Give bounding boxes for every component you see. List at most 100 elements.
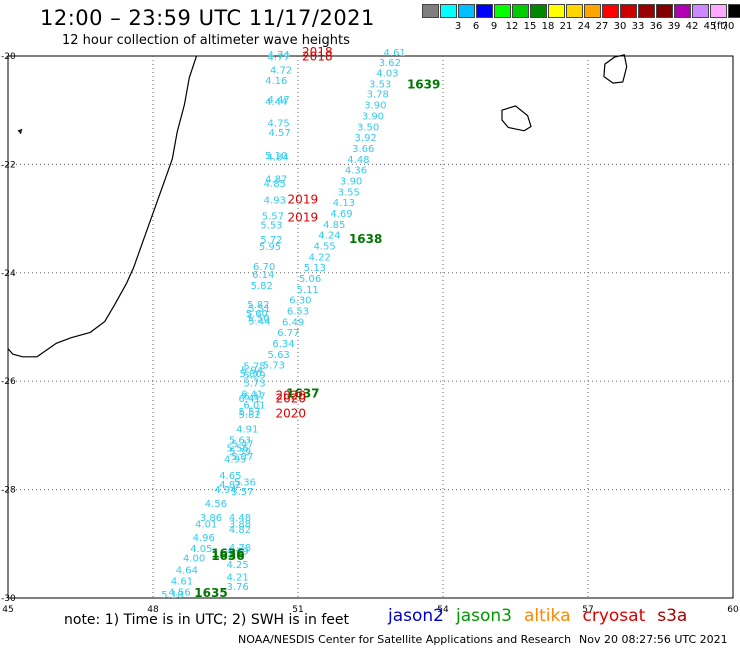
swh-reading: 5.50 xyxy=(247,314,269,325)
color-scale-tick-label: 39 xyxy=(667,21,681,32)
lat-tick-label: -24 xyxy=(1,269,16,279)
color-swatch xyxy=(710,4,727,18)
swh-reading: 3.86 xyxy=(200,513,222,524)
swh-reading: 6.41 xyxy=(239,394,261,405)
swh-reading: 5.51 xyxy=(248,304,270,315)
swh-reading: 6.30 xyxy=(289,296,311,307)
satellite-legend-item: s3a xyxy=(657,606,688,626)
swh-reading: 4.64 xyxy=(176,566,198,577)
madagascar-coastline xyxy=(7,55,198,358)
swh-reading: 5.10 xyxy=(265,151,287,162)
color-scale-tick-label: 12 xyxy=(505,21,519,32)
color-swatch xyxy=(692,4,709,18)
swh-reading: 5.57 xyxy=(262,212,284,223)
swh-reading: 4.00 xyxy=(183,554,205,565)
footer-credit: NOAA/NESDIS Center for Satellite Applica… xyxy=(238,633,572,646)
swh-reading: 4.77 xyxy=(268,52,290,63)
lat-tick-label: -26 xyxy=(1,377,16,387)
swh-reading: 5.44 xyxy=(248,316,270,327)
swh-reading: 4.94 xyxy=(214,485,236,496)
lon-tick-label: 54 xyxy=(437,605,449,615)
pass-time-label: 1636 xyxy=(211,549,244,563)
satellite-legend: jason2 jason3 altika cryosat s3a xyxy=(388,606,699,626)
color-scale-tick-label: 15 xyxy=(523,21,537,32)
color-swatch xyxy=(638,4,655,18)
swh-reading: 5.82 xyxy=(251,281,273,292)
swh-reading: 4.78 xyxy=(229,543,251,554)
color-swatch xyxy=(494,4,511,18)
pass-time-label: 2018 xyxy=(302,49,333,63)
color-scale-legend xyxy=(422,4,740,18)
swh-reading: 3.55 xyxy=(338,187,360,198)
color-scale-tick-label: 30 xyxy=(613,21,627,32)
swh-reading: 4.55 xyxy=(313,241,335,252)
color-scale-tick-label: 70 xyxy=(721,21,735,32)
swh-reading: 4.65 xyxy=(219,471,241,482)
lon-tick-label: 60 xyxy=(727,605,739,615)
lat-tick-label: -28 xyxy=(1,486,16,496)
swh-reading: 3.92 xyxy=(355,133,377,144)
swh-reading: 5.73 xyxy=(243,379,265,390)
swh-reading: 4.57 xyxy=(269,128,291,139)
swh-reading: 3.90 xyxy=(362,111,384,122)
color-scale-tick-label: 24 xyxy=(577,21,591,32)
swh-reading: 4.93 xyxy=(264,195,286,206)
pass-time-label: 1637 xyxy=(286,386,319,400)
swh-reading: 3.78 xyxy=(367,90,389,101)
color-scale-tick-label: 21 xyxy=(559,21,573,32)
lat-tick-label: -30 xyxy=(1,594,16,604)
swh-reading: 4.87 xyxy=(265,174,287,185)
swh-reading: 5.72 xyxy=(260,235,282,246)
page-subtitle: 12 hour collection of altimeter wave hei… xyxy=(62,33,350,48)
swh-reading: 4.16 xyxy=(265,76,287,87)
color-swatch xyxy=(458,4,475,18)
color-swatch xyxy=(656,4,673,18)
pass-time-label: 2019 xyxy=(288,192,319,206)
color-swatch xyxy=(440,4,457,18)
swh-reading: 5.56 xyxy=(226,444,248,455)
swh-reading: 5.36 xyxy=(234,477,256,488)
swh-reading: 5.95 xyxy=(259,242,281,253)
swh-reading: 5.53 xyxy=(260,220,282,231)
satellite-legend-item: altika xyxy=(524,606,571,626)
lat-tick-label: -22 xyxy=(1,160,16,170)
pass-time-label: 2018 xyxy=(302,45,333,59)
swh-reading: 4.39 xyxy=(226,547,248,558)
color-scale-labels: 3 6 9 12 15 18 21 24 27 30 33 36 39 42 45 70 xyxy=(422,21,740,33)
footer-timestamp: Nov 20 08:27:56 UTC 2021 xyxy=(579,633,728,646)
swh-reading: 4.74 xyxy=(268,50,290,61)
pass-time-label: 1636 xyxy=(211,546,244,560)
swh-reading: 4.48 xyxy=(229,513,251,524)
lon-tick-label: 48 xyxy=(147,605,159,615)
swh-reading: 4.84 xyxy=(267,153,289,164)
swh-reading: 4.96 xyxy=(193,533,215,544)
lon-tick-label: 51 xyxy=(292,605,303,615)
swh-reading: 6.70 xyxy=(253,262,275,273)
color-scale-tick-label: 6 xyxy=(472,21,480,32)
pass-time-label: 2020 xyxy=(275,407,306,421)
pass-time-label: 2019 xyxy=(288,210,319,224)
lon-tick-label: 57 xyxy=(582,605,593,615)
color-scale-tick-label: 3 xyxy=(454,21,462,32)
color-scale-tick-label: 36 xyxy=(649,21,663,32)
swh-reading: 4.22 xyxy=(309,252,331,263)
pass-time-label: 2020 xyxy=(275,389,306,403)
swh-reading: 3.76 xyxy=(226,582,248,593)
swh-reading: 6.41 xyxy=(241,389,263,400)
swh-reading: 4.01 xyxy=(195,520,217,531)
swh-reading: 5.39 xyxy=(229,447,251,458)
satellite-legend-item: cryosat xyxy=(582,606,646,626)
color-scale-tick-label: 18 xyxy=(541,21,555,32)
islet-coastline xyxy=(17,128,23,135)
swh-reading: 5.29 xyxy=(243,370,265,381)
color-scale-tick-label: 9 xyxy=(490,21,498,32)
reunion-coastline xyxy=(501,105,532,132)
swh-reading: 5.82 xyxy=(247,300,269,311)
swh-reading: 5.60 xyxy=(246,309,268,320)
swh-reading: 4.56 xyxy=(205,499,227,510)
color-swatch xyxy=(512,4,529,18)
swh-reading: 4.61 xyxy=(171,576,193,587)
swh-reading: 4.48 xyxy=(347,155,369,166)
swh-reading: 4.24 xyxy=(318,231,340,242)
